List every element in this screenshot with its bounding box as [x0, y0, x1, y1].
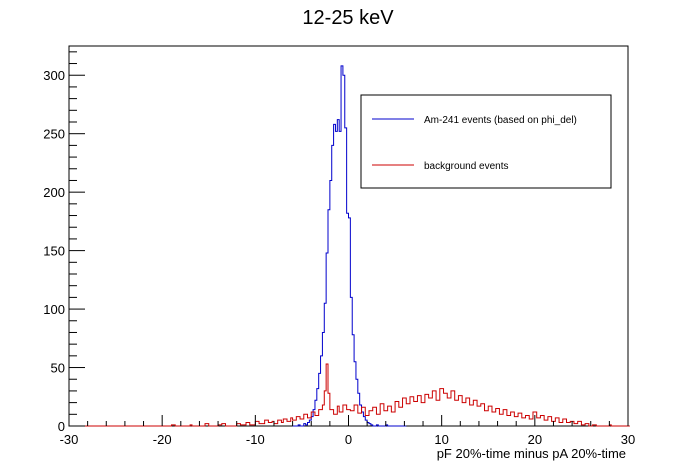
- y-tick-label: 100: [43, 302, 65, 317]
- chart-title: 12-25 keV: [302, 7, 394, 29]
- series-line-am241: [292, 65, 407, 427]
- legend-label-am241: Am-241 events (based on phi_del): [424, 115, 577, 126]
- series-line-background: [69, 363, 630, 427]
- x-tick-label: -20: [153, 432, 172, 447]
- x-tick-label: -30: [60, 432, 79, 447]
- y-tick-label: 50: [51, 361, 65, 376]
- y-tick-label: 0: [58, 419, 65, 434]
- legend-box: [360, 94, 612, 189]
- x-tick-label: -10: [246, 432, 265, 447]
- legend: Am-241 events (based on phi_del) backgro…: [360, 94, 612, 189]
- x-axis-label: pF 20%-time minus pA 20%-time: [437, 446, 626, 461]
- x-tick-label: 0: [345, 432, 352, 447]
- legend-label-background: background events: [424, 161, 509, 172]
- x-tick-label: 10: [434, 432, 448, 447]
- y-tick-label: 250: [43, 127, 65, 142]
- x-tick-label: 30: [621, 432, 635, 447]
- y-tick-label: 200: [43, 185, 65, 200]
- y-tick-label: 150: [43, 244, 65, 259]
- x-tick-label: 20: [528, 432, 542, 447]
- y-tick-label: 300: [43, 68, 65, 83]
